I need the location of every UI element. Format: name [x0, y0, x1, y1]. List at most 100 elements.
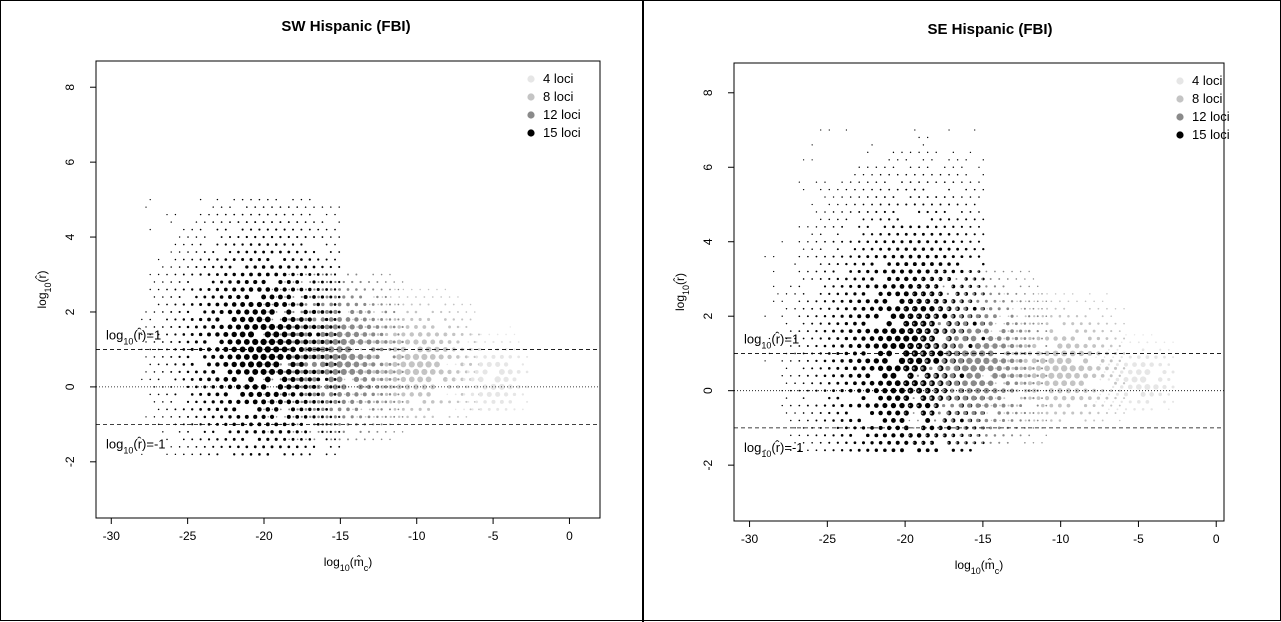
data-point: [903, 306, 910, 312]
data-point: [926, 136, 929, 139]
data-point: [987, 380, 994, 386]
data-point: [857, 403, 862, 408]
data-point: [337, 370, 341, 374]
data-point: [300, 415, 303, 418]
data-point: [162, 266, 164, 268]
data-point: [503, 392, 509, 397]
x-tick-label: -10: [1052, 532, 1070, 546]
data-point: [256, 361, 263, 368]
data-point: [241, 437, 245, 441]
plot-frame: [733, 62, 1225, 522]
data-point: [304, 377, 308, 382]
data-point: [1023, 373, 1028, 378]
data-point: [236, 430, 240, 434]
data-point: [145, 341, 147, 343]
data-point: [332, 324, 338, 330]
data-point: [296, 303, 299, 306]
data-point: [400, 361, 407, 368]
data-point: [443, 332, 448, 337]
data-point: [328, 376, 334, 383]
data-point: [1074, 343, 1080, 349]
data-point: [916, 298, 922, 304]
data-point: [912, 442, 915, 444]
data-point: [170, 340, 173, 343]
data-point: [1036, 419, 1039, 422]
data-point: [174, 393, 177, 396]
data-point: [878, 291, 883, 297]
data-point: [396, 354, 402, 360]
data-point: [806, 404, 809, 407]
data-point: [912, 352, 915, 355]
data-point: [266, 437, 270, 441]
data-point: [848, 344, 853, 348]
data-point: [895, 291, 901, 297]
data-point: [216, 438, 219, 441]
data-point: [858, 166, 860, 168]
data-point: [996, 365, 1002, 371]
data-point: [886, 365, 893, 372]
data-point: [857, 255, 861, 258]
data-point: [384, 377, 389, 382]
data-point: [920, 366, 924, 370]
data-point: [235, 339, 242, 345]
data-point: [241, 213, 244, 216]
data-point: [265, 287, 271, 292]
data-point: [199, 453, 202, 456]
data-point: [268, 368, 276, 375]
data-point: [320, 331, 326, 338]
data-point: [1037, 322, 1040, 325]
data-point: [921, 322, 924, 325]
data-point: [891, 433, 896, 438]
data-point: [312, 377, 317, 382]
data-point: [849, 255, 852, 258]
data-point: [905, 173, 908, 176]
data-point: [329, 430, 332, 433]
data-point: [966, 328, 972, 334]
data-point: [882, 372, 888, 379]
data-point: [917, 300, 919, 303]
data-point: [998, 278, 1001, 280]
data-point: [907, 387, 914, 394]
data-point: [406, 310, 409, 314]
data-point: [1115, 392, 1119, 396]
data-point: [316, 347, 321, 352]
data-point: [1027, 344, 1031, 348]
data-point: [974, 343, 981, 349]
data-point: [949, 358, 955, 364]
data-point: [329, 445, 332, 448]
data-point: [183, 228, 185, 231]
data-point: [199, 258, 202, 261]
data-point: [1108, 348, 1110, 351]
data-point: [895, 262, 900, 266]
data-point: [367, 430, 371, 433]
data-point: [969, 196, 972, 198]
data-point: [349, 324, 355, 330]
data-point: [329, 407, 334, 412]
data-point: [345, 317, 351, 322]
data-point: [969, 448, 972, 452]
data-point: [329, 355, 333, 359]
data-point: [1109, 344, 1113, 348]
data-point: [938, 262, 943, 266]
data-point: [905, 203, 908, 206]
data-point: [1101, 329, 1104, 333]
data-point: [939, 218, 942, 221]
data-point: [811, 412, 814, 414]
data-point: [360, 318, 363, 321]
data-point: [393, 318, 397, 321]
data-point: [920, 381, 924, 385]
data-point: [1009, 343, 1015, 349]
data-point: [882, 433, 887, 438]
data-point: [836, 292, 840, 296]
data-point: [292, 198, 294, 201]
data-point: [410, 303, 413, 306]
data-point: [824, 449, 826, 452]
data-point: [913, 247, 917, 251]
data-point: [427, 288, 430, 291]
data-point: [794, 442, 796, 444]
data-point: [187, 445, 189, 448]
data-point: [1159, 348, 1162, 351]
data-point: [891, 284, 896, 289]
data-point: [182, 318, 186, 321]
data-point: [934, 240, 938, 244]
